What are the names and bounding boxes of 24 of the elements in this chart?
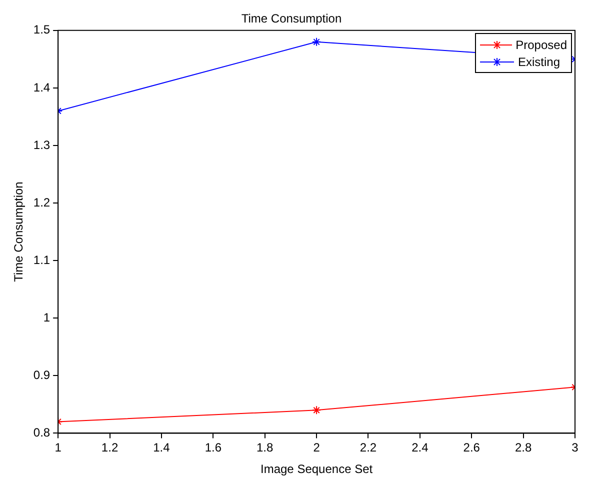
x-tick-label: 1.8 [256,440,274,455]
y-tick-label: 1.4 [33,80,50,94]
legend-label: Existing [518,54,560,69]
legend-label: Proposed [516,38,567,52]
x-tick-label: 1.4 [153,440,170,455]
y-tick-label: 1.3 [33,138,50,152]
x-tick-label: 2.6 [463,440,480,455]
x-tick-label: 3 [572,440,579,455]
x-axis-title: Image Sequence Set [260,462,374,476]
x-tick-label: 2 [313,440,320,455]
y-tick-label: 0.8 [33,426,50,440]
y-tick-label: 1.1 [33,252,50,267]
y-tick-label: 1 [43,310,50,324]
x-tick-label: 2.4 [412,440,429,455]
x-tick-label: 2.8 [514,440,532,455]
x-tick-label: 1.6 [204,440,222,455]
y-axis-title: Time Consumption [12,182,26,282]
chart-title: Time Consumption [241,12,342,26]
x-tick-label: 1 [54,440,62,455]
x-tick-label: 2.2 [360,440,377,455]
x-tick-label: 1.2 [101,440,118,455]
y-tick-label: 0.9 [33,368,50,382]
y-tick-label: 1.2 [33,195,50,210]
y-tick-label: 1.5 [33,22,50,37]
